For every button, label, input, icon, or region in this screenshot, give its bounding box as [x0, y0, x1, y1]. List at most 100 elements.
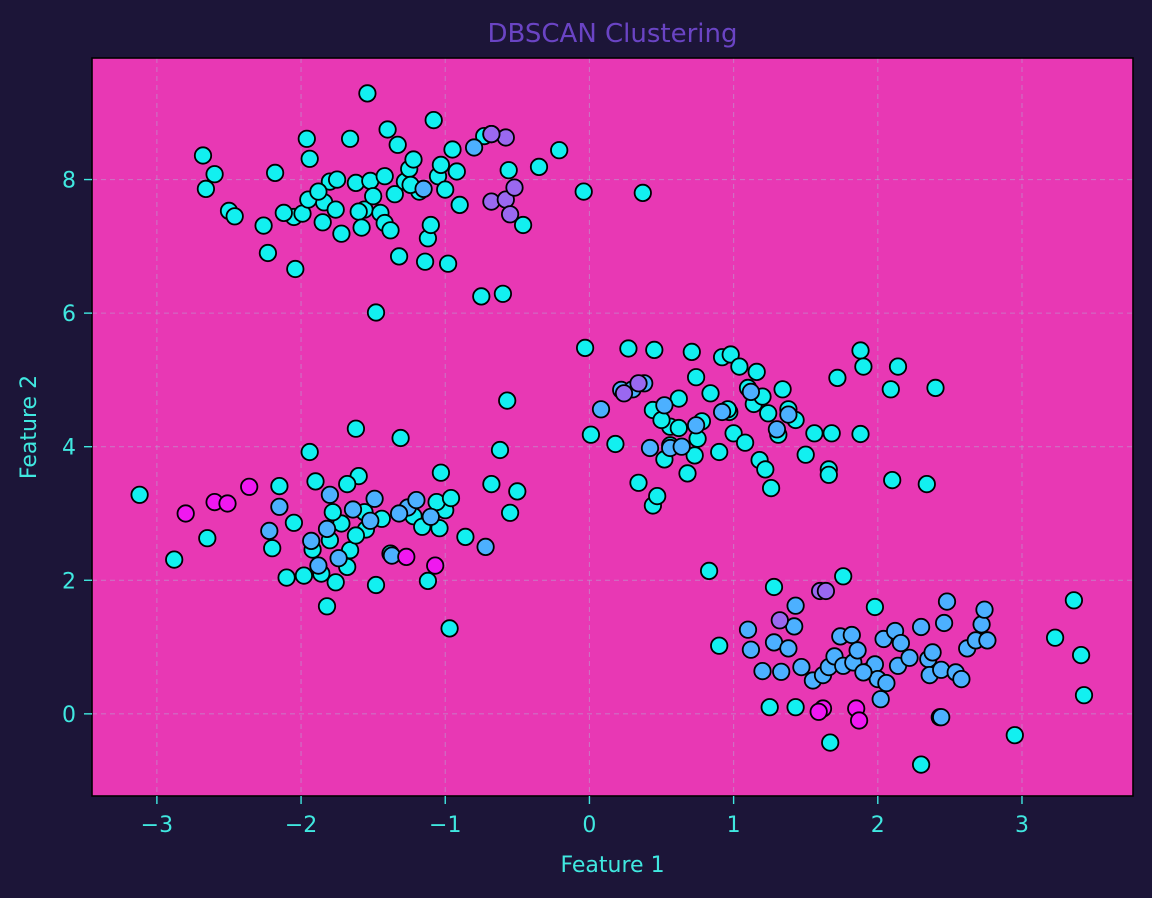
- scatter-point-cluster-1: [842, 625, 861, 645]
- scatter-point-cluster-2: [482, 125, 501, 144]
- scatter-point-cluster-0: [759, 404, 778, 423]
- scatter-point-cluster-1: [686, 416, 706, 435]
- scatter-point-cluster-0: [415, 252, 435, 271]
- scatter-point-cluster-0: [710, 636, 729, 655]
- scatter-point-cluster-0: [1072, 645, 1091, 665]
- scatter-point-cluster-0: [300, 149, 319, 168]
- scatter-point-cluster-1: [848, 641, 867, 660]
- scatter-point-cluster-1: [476, 537, 495, 557]
- scatter-point-cluster-1: [414, 179, 433, 198]
- scatter-point-cluster-0: [284, 513, 303, 532]
- scatter-point-cluster-1: [320, 485, 339, 504]
- scatter-point-cluster-0: [821, 733, 840, 752]
- scatter-point-cluster-0: [225, 207, 244, 226]
- scatter-point-cluster-0: [346, 526, 365, 545]
- scatter-point-cluster-0: [513, 215, 533, 235]
- scatter-point-cluster-0: [1005, 726, 1024, 745]
- scatter-point-cluster-0: [926, 378, 945, 397]
- scatter-point-cluster-1: [772, 662, 791, 681]
- scatter-point-cluster-3: [809, 702, 828, 721]
- scatter-point-cluster-0: [854, 357, 873, 376]
- scatter-point-cluster-0: [761, 478, 781, 498]
- scatter-point-cluster-0: [352, 218, 371, 237]
- scatter-point-cluster-2: [505, 178, 524, 197]
- scatter-point-cluster-0: [747, 362, 766, 381]
- scatter-point-cluster-1: [309, 556, 328, 575]
- scatter-point-cluster-0: [254, 216, 273, 235]
- scatter-point-cluster-2: [629, 374, 648, 393]
- scatter-point-cluster-0: [378, 120, 397, 139]
- scatter-point-cluster-0: [441, 488, 461, 508]
- scatter-point-cluster-1: [891, 633, 911, 653]
- scatter-point-cluster-1: [779, 405, 798, 424]
- scatter-point-cluster-0: [500, 503, 520, 522]
- scatter-point-cluster-0: [828, 368, 847, 387]
- scatter-point-cluster-0: [286, 259, 305, 279]
- scatter-point-cluster-0: [165, 550, 184, 569]
- scatter-point-cluster-1: [937, 592, 957, 611]
- scatter-point-cluster-0: [375, 167, 394, 186]
- plot-frame: [91, 57, 1134, 797]
- scatter-point-cluster-1: [934, 613, 954, 633]
- scatter-point-cluster-0: [389, 247, 409, 266]
- scatter-point-cluster-0: [447, 162, 466, 181]
- chart-title: DBSCAN Clustering: [487, 19, 737, 49]
- scatter-point-cluster-0: [440, 619, 459, 638]
- axis-ticks: −3 −2 −1 0 1 2 3 0 2 4 6 8: [62, 169, 1029, 838]
- scatter-point-cluster-0: [669, 389, 688, 408]
- x-tick-label: 0: [582, 813, 596, 838]
- scatter-point-cluster-3: [240, 477, 259, 496]
- scatter-point-cluster-0: [349, 202, 368, 221]
- scatter-point-cluster-0: [529, 157, 549, 176]
- scatter-point-cluster-0: [881, 380, 900, 399]
- scatter-point-cluster-3: [176, 504, 195, 523]
- scatter-point-cluster-1: [270, 497, 289, 516]
- scatter-point-cluster-0: [431, 155, 450, 174]
- scatter-point-cluster-0: [346, 419, 365, 438]
- scatter-point-cluster-0: [364, 187, 383, 206]
- scatter-point-cluster-0: [606, 434, 625, 454]
- scatter-point-cluster-1: [464, 138, 484, 157]
- scatter-point-cluster-0: [633, 183, 652, 202]
- scatter-point-cluster-0: [258, 243, 277, 263]
- scatter-point-cluster-0: [550, 141, 569, 160]
- scatter-point-cluster-0: [581, 425, 601, 444]
- scatter-point-cluster-0: [196, 179, 215, 198]
- scatter-point-cluster-0: [130, 485, 149, 504]
- scatter-point-cluster-0: [338, 474, 357, 494]
- scatter-point-cluster-0: [805, 424, 824, 443]
- scatter-point-cluster-0: [760, 698, 779, 717]
- scatter-point-cluster-0: [431, 463, 450, 482]
- scatter-point-cluster-0: [443, 140, 462, 159]
- scatter-point-cluster-0: [652, 410, 671, 430]
- scatter-point-cluster-1: [767, 420, 787, 439]
- scatter-point-cluster-3: [218, 494, 237, 513]
- scatter-point-cluster-1: [329, 549, 348, 568]
- scatter-point-cluster-1: [932, 708, 951, 727]
- scatter-point-cluster-0: [274, 203, 293, 222]
- scatter-point-cluster-0: [381, 221, 400, 240]
- scatter-point-cluster-1: [389, 504, 409, 523]
- scatter-point-cluster-0: [482, 474, 501, 494]
- scatter-point-cluster-0: [418, 571, 437, 591]
- scatter-point-cluster-1: [871, 690, 890, 709]
- scatter-point-cluster-1: [343, 500, 363, 519]
- scatter-point-cluster-0: [721, 345, 740, 364]
- plot-area: [92, 58, 1133, 796]
- scatter-point-cluster-0: [917, 474, 936, 494]
- scatter-point-cluster-3: [397, 547, 416, 567]
- scatter-point-cluster-1: [365, 489, 384, 508]
- scatter-point-cluster-0: [645, 340, 664, 359]
- scatter-point-cluster-0: [404, 150, 423, 169]
- scatter-point-cluster-0: [686, 368, 706, 387]
- scatter-point-cluster-1: [932, 660, 951, 679]
- scatter-point-cluster-0: [735, 433, 755, 452]
- scatter-point-cluster-0: [701, 384, 720, 403]
- scatter-point-cluster-0: [1046, 628, 1065, 647]
- scatter-point-cluster-0: [472, 287, 491, 306]
- scatter-point-cluster-0: [366, 575, 386, 595]
- scatter-point-cluster-0: [327, 170, 347, 189]
- scatter-point-cluster-1: [655, 396, 674, 415]
- scatter-point-cluster-0: [313, 213, 332, 232]
- scatter-point-cluster-0: [326, 573, 345, 592]
